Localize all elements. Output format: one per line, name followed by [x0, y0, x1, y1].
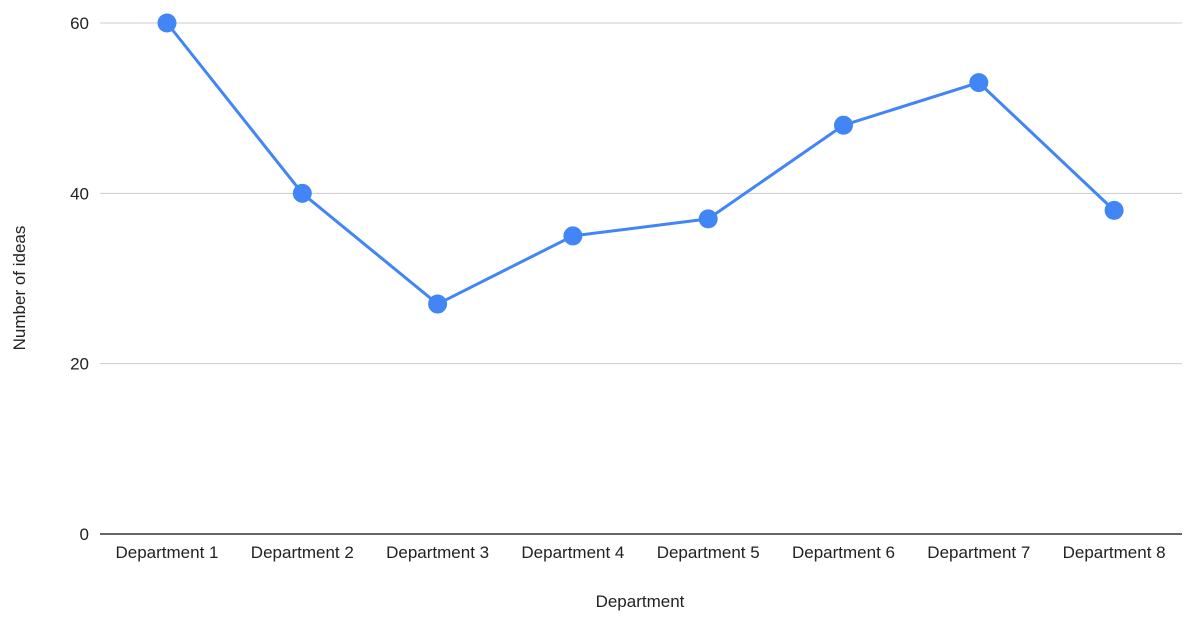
- x-axis-title: Department: [596, 592, 685, 611]
- y-tick-label: 60: [70, 14, 89, 33]
- data-point: [157, 13, 177, 33]
- x-tick-label: Department 3: [386, 543, 489, 562]
- series-line: [165, 21, 1116, 306]
- data-point: [428, 294, 448, 314]
- x-tick-label: Department 1: [116, 543, 219, 562]
- y-tick-labels: 0 20 40 60: [70, 14, 89, 544]
- y-tick-label: 40: [70, 184, 89, 203]
- data-point: [698, 209, 718, 229]
- data-point: [1104, 200, 1124, 220]
- x-tick-label: Department 4: [521, 543, 624, 562]
- x-tick-label: Department 2: [251, 543, 354, 562]
- x-tick-labels: Department 1 Department 2 Department 3 Depa…: [116, 543, 1166, 562]
- data-point: [834, 115, 853, 135]
- data-point: [563, 226, 583, 246]
- y-axis-title: Number of ideas: [10, 226, 29, 351]
- gridlines: [100, 22, 1182, 535]
- y-tick-label: 0: [80, 525, 89, 544]
- x-tick-label: Department 8: [1063, 543, 1166, 562]
- y-tick-label: 20: [70, 355, 89, 374]
- x-tick-label: Department 5: [657, 543, 760, 562]
- x-tick-label: Department 6: [792, 543, 895, 562]
- x-tick-label: Department 7: [927, 543, 1030, 562]
- series-layer: [157, 13, 1124, 314]
- data-point: [292, 183, 312, 203]
- data-point: [969, 73, 989, 93]
